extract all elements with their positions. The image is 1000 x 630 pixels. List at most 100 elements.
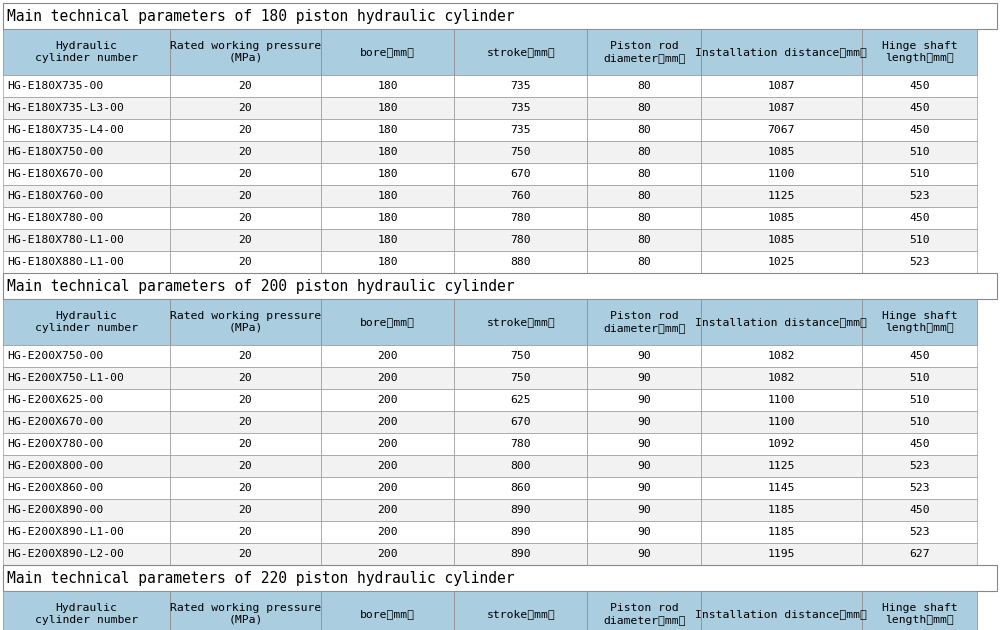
Bar bbox=[3, 97, 170, 119]
Text: 510: 510 bbox=[909, 395, 930, 405]
Bar bbox=[701, 455, 862, 477]
Bar bbox=[701, 29, 862, 75]
Bar bbox=[454, 141, 587, 163]
Text: HG-E200X750-L1-00: HG-E200X750-L1-00 bbox=[7, 373, 124, 383]
Text: 880: 880 bbox=[511, 257, 531, 267]
Bar bbox=[587, 521, 701, 543]
Bar bbox=[454, 207, 587, 229]
Bar bbox=[321, 543, 454, 565]
Bar bbox=[3, 29, 170, 75]
Text: 20: 20 bbox=[239, 169, 252, 179]
Text: 90: 90 bbox=[637, 549, 651, 559]
Text: 20: 20 bbox=[239, 147, 252, 157]
Text: 200: 200 bbox=[377, 505, 398, 515]
Bar bbox=[321, 185, 454, 207]
Text: 20: 20 bbox=[239, 527, 252, 537]
Bar bbox=[321, 119, 454, 141]
Text: 1100: 1100 bbox=[768, 417, 795, 427]
Text: 735: 735 bbox=[511, 103, 531, 113]
Text: Installation distance（mm）: Installation distance（mm） bbox=[695, 317, 867, 327]
Text: 80: 80 bbox=[637, 81, 651, 91]
Bar bbox=[701, 299, 862, 345]
Text: 1085: 1085 bbox=[768, 235, 795, 245]
Text: 180: 180 bbox=[377, 191, 398, 201]
Bar bbox=[701, 543, 862, 565]
Text: stroke（mm）: stroke（mm） bbox=[486, 609, 555, 619]
Text: HG-E180X750-00: HG-E180X750-00 bbox=[7, 147, 103, 157]
Bar bbox=[587, 97, 701, 119]
Text: 670: 670 bbox=[511, 169, 531, 179]
Text: 80: 80 bbox=[637, 257, 651, 267]
Text: 200: 200 bbox=[377, 549, 398, 559]
Bar bbox=[587, 543, 701, 565]
Bar bbox=[321, 389, 454, 411]
Text: 510: 510 bbox=[909, 169, 930, 179]
Text: 890: 890 bbox=[511, 527, 531, 537]
Bar bbox=[454, 367, 587, 389]
Text: HG-E180X760-00: HG-E180X760-00 bbox=[7, 191, 103, 201]
Bar bbox=[862, 543, 977, 565]
Bar bbox=[321, 251, 454, 273]
Bar bbox=[3, 119, 170, 141]
Bar bbox=[321, 75, 454, 97]
Bar bbox=[3, 273, 997, 299]
Text: 20: 20 bbox=[239, 417, 252, 427]
Bar bbox=[321, 591, 454, 630]
Text: 80: 80 bbox=[637, 213, 651, 223]
Bar bbox=[454, 499, 587, 521]
Bar bbox=[454, 75, 587, 97]
Text: 760: 760 bbox=[511, 191, 531, 201]
Bar bbox=[701, 433, 862, 455]
Text: HG-E200X890-L2-00: HG-E200X890-L2-00 bbox=[7, 549, 124, 559]
Bar bbox=[3, 433, 170, 455]
Text: 80: 80 bbox=[637, 125, 651, 135]
Bar bbox=[862, 163, 977, 185]
Bar bbox=[701, 185, 862, 207]
Text: 1082: 1082 bbox=[768, 373, 795, 383]
Bar bbox=[454, 433, 587, 455]
Bar bbox=[3, 299, 170, 345]
Bar bbox=[170, 29, 321, 75]
Text: 523: 523 bbox=[909, 257, 930, 267]
Bar bbox=[587, 477, 701, 499]
Text: Installation distance（mm）: Installation distance（mm） bbox=[695, 609, 867, 619]
Text: 1100: 1100 bbox=[768, 395, 795, 405]
Bar bbox=[170, 499, 321, 521]
Bar bbox=[170, 163, 321, 185]
Text: 80: 80 bbox=[637, 147, 651, 157]
Bar bbox=[587, 75, 701, 97]
Bar bbox=[170, 591, 321, 630]
Bar bbox=[170, 411, 321, 433]
Text: 200: 200 bbox=[377, 439, 398, 449]
Bar bbox=[587, 299, 701, 345]
Bar bbox=[170, 433, 321, 455]
Bar bbox=[3, 499, 170, 521]
Bar bbox=[701, 411, 862, 433]
Text: 90: 90 bbox=[637, 527, 651, 537]
Bar bbox=[862, 389, 977, 411]
Text: 750: 750 bbox=[511, 373, 531, 383]
Bar bbox=[454, 163, 587, 185]
Bar bbox=[170, 299, 321, 345]
Text: 890: 890 bbox=[511, 549, 531, 559]
Text: Hydraulic
cylinder number: Hydraulic cylinder number bbox=[35, 41, 138, 63]
Bar bbox=[321, 411, 454, 433]
Bar bbox=[3, 591, 170, 630]
Bar bbox=[454, 477, 587, 499]
Text: bore（mm）: bore（mm） bbox=[360, 47, 415, 57]
Text: 510: 510 bbox=[909, 417, 930, 427]
Bar bbox=[170, 389, 321, 411]
Bar bbox=[3, 163, 170, 185]
Bar bbox=[587, 499, 701, 521]
Bar bbox=[701, 97, 862, 119]
Text: 20: 20 bbox=[239, 439, 252, 449]
Bar bbox=[862, 251, 977, 273]
Text: 1082: 1082 bbox=[768, 351, 795, 361]
Text: 90: 90 bbox=[637, 351, 651, 361]
Text: Rated working pressure
(MPa): Rated working pressure (MPa) bbox=[170, 41, 321, 63]
Text: Main technical parameters of 180 piston hydraulic cylinder: Main technical parameters of 180 piston … bbox=[7, 8, 514, 23]
Text: 450: 450 bbox=[909, 439, 930, 449]
Text: 80: 80 bbox=[637, 169, 651, 179]
Bar bbox=[862, 141, 977, 163]
Bar bbox=[321, 345, 454, 367]
